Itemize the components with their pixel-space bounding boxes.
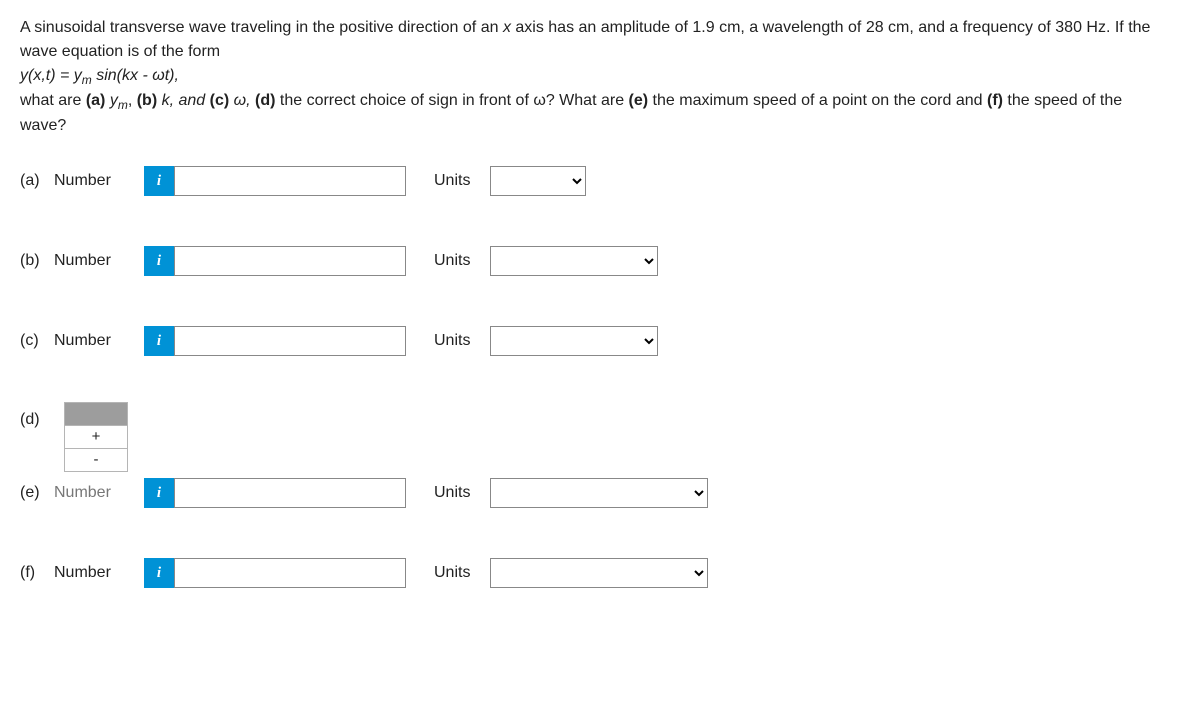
number-label: Number (54, 172, 144, 190)
part-label: (d) (20, 411, 54, 429)
units-label: Units (434, 564, 490, 582)
number-input-e[interactable] (174, 478, 406, 508)
number-label: Number (54, 564, 144, 582)
units-select-b[interactable] (490, 246, 658, 276)
sign-option-minus[interactable]: - (64, 448, 128, 472)
answer-row-e: (e) Number i Units (20, 478, 1172, 508)
answer-row-f: (f) Number i Units (20, 558, 1172, 588)
part-label: (a) (20, 172, 54, 190)
units-select-a[interactable] (490, 166, 586, 196)
question-text: A sinusoidal transverse wave traveling i… (20, 16, 1172, 138)
units-label: Units (434, 332, 490, 350)
answer-row-b: (b) Number i Units (20, 246, 1172, 276)
units-select-e[interactable] (490, 478, 708, 508)
answer-row-a: (a) Number i Units (20, 166, 1172, 196)
part-label: (b) (20, 252, 54, 270)
number-label: Number (54, 484, 144, 502)
part-label: (f) (20, 564, 54, 582)
sign-dropdown-open: + - (64, 402, 128, 472)
units-label: Units (434, 252, 490, 270)
number-label: Number (54, 332, 144, 350)
answer-row-c: (c) Number i Units (20, 326, 1172, 356)
units-label: Units (434, 484, 490, 502)
number-input-f[interactable] (174, 558, 406, 588)
units-select-f[interactable] (490, 558, 708, 588)
info-icon[interactable]: i (144, 246, 174, 276)
part-label: (c) (20, 332, 54, 350)
info-icon[interactable]: i (144, 478, 174, 508)
info-icon[interactable]: i (144, 166, 174, 196)
number-input-a[interactable] (174, 166, 406, 196)
number-input-b[interactable] (174, 246, 406, 276)
part-label: (e) (20, 484, 54, 502)
info-icon[interactable]: i (144, 558, 174, 588)
sign-option-plus[interactable]: + (64, 425, 128, 449)
info-icon[interactable]: i (144, 326, 174, 356)
units-select-c[interactable] (490, 326, 658, 356)
number-input-c[interactable] (174, 326, 406, 356)
sign-option-blank[interactable] (64, 402, 128, 426)
answer-row-d: (d) (20, 406, 1172, 434)
units-label: Units (434, 172, 490, 190)
number-label: Number (54, 252, 144, 270)
